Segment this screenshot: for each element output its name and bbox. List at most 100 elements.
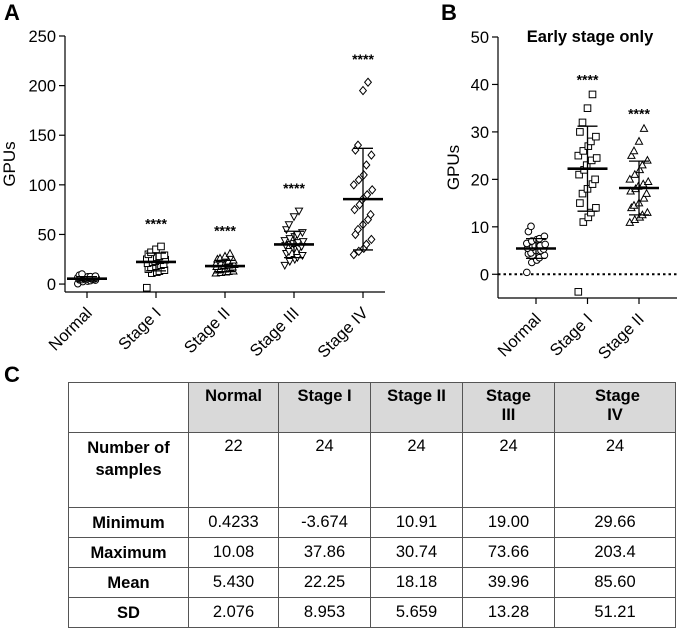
- data-point: [143, 283, 151, 292]
- x-tick-label-stage-ii: Stage II: [595, 310, 648, 363]
- table-row-label: Maximum: [68, 537, 189, 568]
- table-row-label: SD: [68, 597, 189, 628]
- data-point: [358, 85, 368, 96]
- data-point: [157, 242, 165, 251]
- y-tick-label: 50: [471, 29, 489, 47]
- significance-label: ****: [628, 106, 650, 122]
- significance-label: ****: [577, 71, 599, 87]
- table-cell: 24: [554, 432, 676, 508]
- table-cell: 51.21: [554, 597, 676, 628]
- data-point: [540, 232, 549, 241]
- data-point: [629, 146, 639, 155]
- table-row-label: Mean: [68, 567, 189, 598]
- data-point: [642, 188, 652, 197]
- data-point: [578, 189, 587, 198]
- data-point: [583, 104, 592, 112]
- table-cell: 37.86: [278, 537, 371, 568]
- significance-label: ****: [352, 51, 374, 67]
- data-point: [359, 170, 368, 180]
- table-cell: 24: [462, 432, 555, 508]
- table-cell: 5.430: [188, 567, 279, 598]
- data-point: [284, 221, 294, 230]
- data-point: [587, 208, 595, 217]
- table-cell: 203.4: [554, 537, 676, 568]
- table-header-normal: Normal: [188, 382, 279, 433]
- table-cell: 0.4233: [188, 507, 279, 538]
- data-point: [289, 213, 299, 222]
- table-cell: 5.659: [370, 597, 463, 628]
- table-cell: 13.28: [462, 597, 555, 628]
- table-cell: -3.674: [278, 507, 371, 538]
- data-point: [362, 239, 371, 250]
- data-point: [78, 270, 86, 278]
- x-tick-label-stage-i: Stage I: [547, 310, 597, 360]
- data-point: [160, 251, 169, 260]
- y-tick-label: 0: [480, 266, 489, 284]
- table-cell: 85.60: [554, 567, 676, 598]
- data-point: [635, 165, 645, 174]
- data-point: [281, 226, 291, 235]
- table-cell: 10.91: [370, 507, 463, 538]
- data-point: [353, 224, 363, 235]
- table-cell: 19.00: [462, 507, 555, 538]
- data-point: [523, 268, 531, 277]
- table-row-label: Number of samples: [68, 432, 189, 508]
- data-point: [298, 238, 308, 247]
- data-point: [591, 175, 599, 184]
- data-point: [579, 218, 588, 226]
- table-row-sd: SD 2.076 8.953 5.659 13.28 51.21: [68, 597, 676, 628]
- table-header-row: Normal Stage I Stage II Stage III Stage …: [68, 382, 676, 433]
- table-row-maximum: Maximum 10.08 37.86 30.74 73.66 203.4: [68, 537, 676, 568]
- data-point: [527, 222, 535, 231]
- stats-table: Normal Stage I Stage II Stage III Stage …: [68, 382, 676, 628]
- data-point: [574, 151, 583, 160]
- table-cell: 8.953: [278, 597, 371, 628]
- y-tick-label: 50: [38, 226, 56, 244]
- panel-label-c: C: [4, 362, 20, 387]
- data-point: [294, 207, 304, 216]
- data-point: [626, 150, 636, 159]
- data-point: [368, 185, 377, 195]
- table-cell: 22.25: [278, 567, 371, 598]
- data-point: [367, 234, 376, 245]
- data-point: [225, 248, 235, 257]
- data-point: [293, 239, 303, 248]
- table-cell: 39.96: [462, 567, 555, 598]
- data-point: [625, 174, 635, 183]
- panel-label-b: B: [441, 0, 457, 25]
- data-point: [576, 199, 584, 207]
- y-tick-label: 40: [471, 76, 489, 94]
- data-point: [637, 160, 647, 169]
- data-point: [592, 204, 600, 212]
- y-tick-label: 0: [47, 276, 56, 294]
- data-point: [362, 160, 371, 170]
- data-point: [592, 154, 601, 162]
- data-point: [366, 209, 375, 220]
- table-row-samples: Number of samples 22 24 24 24 24: [68, 432, 676, 508]
- data-point: [639, 193, 649, 202]
- table-cell: 18.18: [370, 567, 463, 598]
- data-point: [285, 235, 295, 244]
- data-point: [592, 132, 600, 141]
- data-point: [349, 249, 358, 260]
- data-point: [297, 251, 307, 261]
- data-point: [228, 255, 238, 264]
- y-tick-label: 150: [28, 127, 56, 145]
- table-header-stage-iv: Stage IV: [554, 382, 676, 433]
- data-point: [579, 147, 588, 155]
- y-tick-label: 10: [471, 219, 489, 237]
- data-point: [574, 288, 583, 296]
- y-tick-label: 30: [471, 124, 489, 142]
- table-row-label: Minimum: [68, 507, 189, 538]
- table-cell: 29.66: [554, 507, 676, 538]
- data-point: [285, 257, 295, 267]
- data-point: [363, 77, 373, 88]
- data-point: [280, 261, 290, 271]
- y-tick-label: 100: [28, 177, 56, 195]
- data-point: [630, 169, 640, 178]
- data-point: [643, 176, 653, 186]
- y-axis-label: GPUs: [0, 141, 19, 186]
- table-row-minimum: Minimum 0.4233 -3.674 10.91 19.00 29.66: [68, 507, 676, 538]
- table-cell: 73.66: [462, 537, 555, 568]
